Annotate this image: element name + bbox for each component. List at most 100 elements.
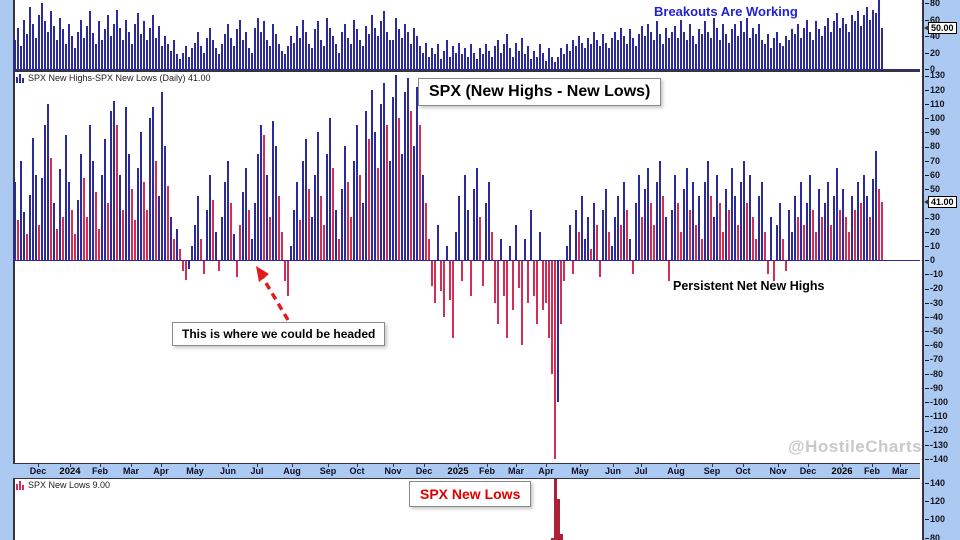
bar bbox=[95, 44, 97, 69]
bar bbox=[422, 52, 424, 69]
bar bbox=[401, 37, 403, 69]
bar bbox=[602, 34, 604, 69]
bar bbox=[419, 125, 421, 260]
bar bbox=[230, 37, 232, 69]
date-tick bbox=[546, 464, 547, 467]
bar bbox=[296, 26, 298, 69]
axis-tick-label: -110 bbox=[925, 411, 948, 421]
bar bbox=[392, 96, 394, 260]
bar bbox=[359, 174, 361, 260]
bar bbox=[494, 45, 496, 69]
bar bbox=[266, 40, 268, 69]
bar bbox=[197, 31, 199, 69]
bar bbox=[488, 50, 490, 69]
date-label-month: Jun bbox=[219, 466, 237, 476]
bar bbox=[212, 200, 214, 260]
main-panel-legend[interactable]: SPX New Highs-SPX New Lows (Daily) 41.00 bbox=[16, 73, 211, 83]
bar bbox=[641, 26, 643, 69]
date-label-year: 2025 bbox=[447, 466, 469, 477]
axis-tick-label: -140 bbox=[925, 454, 948, 464]
bar bbox=[800, 37, 802, 69]
bar bbox=[431, 48, 433, 69]
bar bbox=[545, 60, 547, 69]
bar bbox=[389, 160, 391, 260]
axis-tick-label: 80 bbox=[925, 0, 940, 8]
bar bbox=[647, 167, 649, 260]
bar bbox=[209, 27, 211, 69]
bar bbox=[545, 260, 547, 303]
date-label-month: Dec bbox=[415, 466, 433, 476]
bar bbox=[14, 40, 16, 69]
bar bbox=[809, 31, 811, 69]
bar bbox=[191, 48, 193, 69]
bar bbox=[383, 11, 385, 69]
bar bbox=[572, 40, 574, 69]
bar bbox=[509, 48, 511, 69]
headed-annotation: This is where we could be headed bbox=[172, 322, 386, 346]
bar bbox=[581, 196, 583, 260]
date-tick bbox=[641, 464, 642, 467]
date-tick bbox=[131, 464, 132, 467]
bar bbox=[143, 181, 145, 260]
bar bbox=[752, 27, 754, 69]
bar bbox=[707, 160, 709, 260]
bar bbox=[479, 48, 481, 69]
bar bbox=[665, 27, 667, 69]
bar bbox=[848, 231, 850, 260]
bar bbox=[491, 56, 493, 69]
bar bbox=[878, 0, 880, 69]
bar bbox=[146, 210, 148, 260]
axis-tick-label: 20 bbox=[925, 48, 940, 58]
bar bbox=[851, 196, 853, 260]
bottom-panel-legend[interactable]: SPX New Lows 9.00 bbox=[16, 480, 110, 490]
date-label-month: Oct bbox=[735, 466, 751, 476]
bar bbox=[782, 238, 784, 260]
bar bbox=[125, 19, 127, 69]
bar bbox=[578, 36, 580, 69]
bar bbox=[719, 203, 721, 260]
bar bbox=[191, 245, 193, 260]
bar bbox=[671, 210, 673, 260]
bar bbox=[53, 203, 55, 260]
bar bbox=[731, 29, 733, 69]
bar bbox=[584, 48, 586, 69]
bar bbox=[878, 189, 880, 260]
bar bbox=[470, 260, 472, 296]
bar bbox=[23, 211, 25, 260]
zero-line bbox=[13, 260, 920, 261]
bar bbox=[626, 210, 628, 260]
bar bbox=[134, 23, 136, 69]
bar bbox=[518, 260, 520, 289]
bar bbox=[338, 52, 340, 69]
date-tick bbox=[100, 464, 101, 467]
current-value-callout: 50.00 bbox=[924, 21, 957, 34]
bar bbox=[434, 260, 436, 303]
bar bbox=[767, 34, 769, 69]
bar bbox=[221, 217, 223, 260]
bar bbox=[218, 54, 220, 69]
bar bbox=[806, 19, 808, 69]
bar bbox=[368, 34, 370, 69]
bar bbox=[158, 196, 160, 260]
bar bbox=[119, 27, 121, 69]
bar bbox=[188, 56, 190, 69]
bar bbox=[551, 537, 554, 540]
bar bbox=[245, 167, 247, 260]
bar bbox=[200, 238, 202, 260]
bar bbox=[449, 260, 451, 300]
bar bbox=[113, 23, 115, 69]
bar bbox=[761, 40, 763, 69]
bar bbox=[650, 31, 652, 69]
bar bbox=[332, 36, 334, 69]
bar bbox=[347, 181, 349, 260]
bar bbox=[167, 44, 169, 69]
bar bbox=[815, 21, 817, 69]
bar bbox=[713, 17, 715, 69]
right-value-axis[interactable]: 80 60 40 20 0 50.00 130 120 110 100 90 80 70 60 50 30 20… bbox=[922, 0, 960, 540]
bar bbox=[593, 203, 595, 260]
date-axis[interactable]: Dec 2024 Feb Mar Apr May Jun Jul Aug Sep Oct Nov Dec… bbox=[13, 463, 920, 479]
bar bbox=[326, 153, 328, 260]
bar bbox=[611, 37, 613, 69]
bar bbox=[869, 19, 871, 69]
bar bbox=[275, 146, 277, 260]
